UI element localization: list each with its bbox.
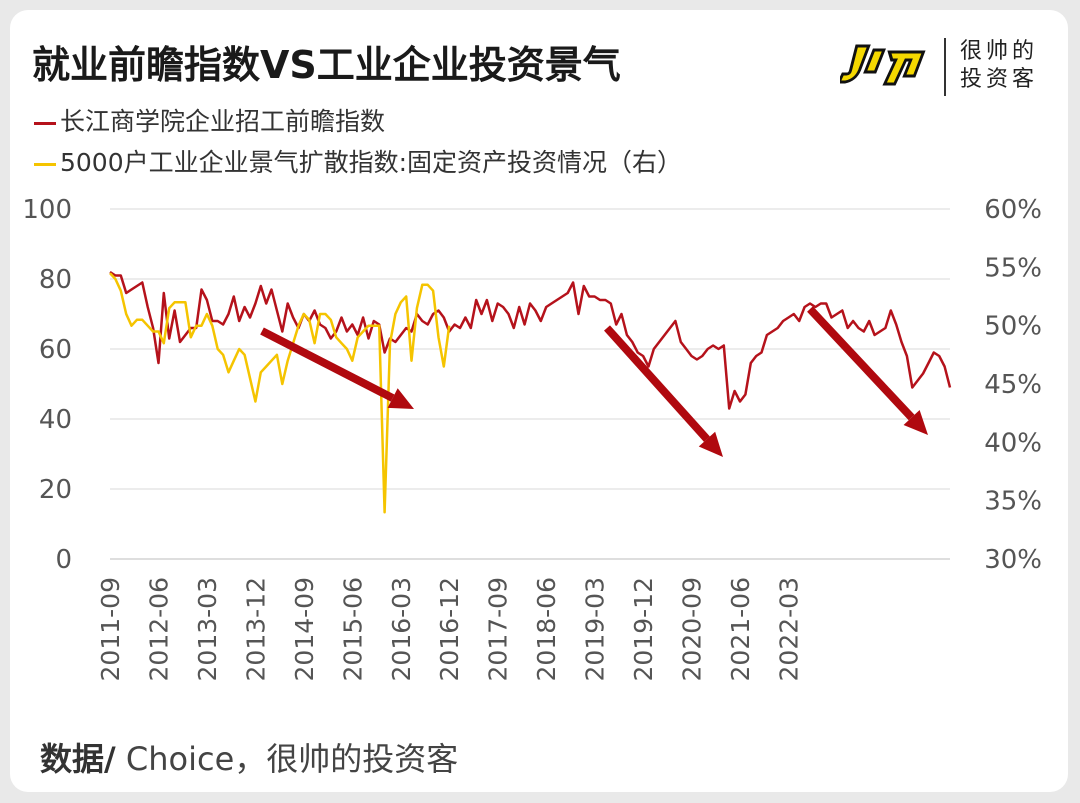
logo-text: 很帅的 投资客 bbox=[960, 38, 1060, 94]
x-tick-label: 2017-09 bbox=[484, 577, 513, 681]
line-chart: 0 20 40 60 80 100 30% 35% 40% 45% 50% 55% 60% 2011-09… bbox=[22, 195, 1042, 681]
source-label: 数据/ bbox=[40, 740, 116, 778]
y-left-tick-label: 40 bbox=[39, 405, 72, 435]
x-tick-label: 2016-03 bbox=[387, 577, 416, 681]
y-right-tick-label: 35% bbox=[984, 487, 1042, 517]
trend-arrow-head-1 bbox=[387, 388, 414, 409]
legend-entry-series2: 5000户工业企业景气扩散指数:固定资产投资情况（右） bbox=[34, 143, 682, 179]
y-right-tick-label: 55% bbox=[984, 253, 1042, 283]
logo-text-line-2: 投资客 bbox=[960, 67, 1039, 92]
x-tick-label: 2016-12 bbox=[435, 577, 464, 681]
x-tick-label: 2011-09 bbox=[96, 577, 125, 681]
legend-label-series1: 长江商学院企业招工前瞻指数 bbox=[60, 107, 386, 136]
x-tick-label: 2020-09 bbox=[678, 577, 707, 681]
y-right-tick-label: 40% bbox=[984, 428, 1042, 458]
logo-divider bbox=[944, 38, 946, 96]
x-tick-label: 2015-06 bbox=[338, 577, 367, 681]
chart-title: 就业前瞻指数VS工业企业投资景气 bbox=[32, 43, 621, 87]
trend-arrow-1 bbox=[260, 327, 395, 402]
legend-entry-series1: 长江商学院企业招工前瞻指数 bbox=[34, 102, 385, 138]
source-note: 数据/ Choice，很帅的投资客 bbox=[40, 734, 458, 780]
y-right-tick-label: 30% bbox=[984, 545, 1042, 575]
x-tick-label: 2018-06 bbox=[532, 577, 561, 681]
x-tick-label: 2013-03 bbox=[193, 577, 222, 681]
x-tick-label: 2013-12 bbox=[241, 577, 270, 681]
series-line-1 bbox=[109, 270, 952, 410]
x-tick-label: 2022-03 bbox=[774, 577, 803, 681]
x-tick-label: 2012-06 bbox=[144, 577, 173, 681]
y-right-tick-label: 45% bbox=[984, 370, 1042, 400]
y-left-tick-label: 100 bbox=[22, 195, 72, 225]
logo-mark-icon bbox=[840, 44, 926, 86]
trend-arrow-3 bbox=[807, 306, 915, 421]
legend-swatch-series2 bbox=[34, 162, 56, 166]
x-tick-label: 2019-03 bbox=[581, 577, 610, 681]
y-right-tick-label: 50% bbox=[984, 312, 1042, 342]
y-left-tick-label: 80 bbox=[39, 265, 72, 295]
logo-text-line-1: 很帅的 bbox=[960, 39, 1039, 64]
x-tick-label: 2021-06 bbox=[726, 577, 755, 681]
legend-swatch-series1 bbox=[34, 121, 56, 125]
chart-card: 就业前瞻指数VS工业企业投资景气 很帅的 投资客 长江商学院企业招工前瞻指数 5… bbox=[10, 10, 1068, 792]
trend-arrow-head-3 bbox=[903, 409, 928, 435]
y-left-tick-label: 0 bbox=[55, 545, 72, 575]
y-right-tick-label: 60% bbox=[984, 195, 1042, 225]
series-line-2 bbox=[109, 272, 451, 514]
source-text: Choice，很帅的投资客 bbox=[115, 740, 459, 778]
legend-label-series2: 5000户工业企业景气扩散指数:固定资产投资情况（右） bbox=[60, 148, 683, 177]
y-left-tick-label: 20 bbox=[39, 475, 72, 505]
x-tick-label: 2019-12 bbox=[629, 577, 658, 681]
x-tick-label: 2014-09 bbox=[290, 577, 319, 681]
y-left-tick-label: 60 bbox=[39, 335, 72, 365]
trend-arrow-2 bbox=[604, 325, 710, 442]
trend-arrow-head-2 bbox=[698, 431, 723, 457]
